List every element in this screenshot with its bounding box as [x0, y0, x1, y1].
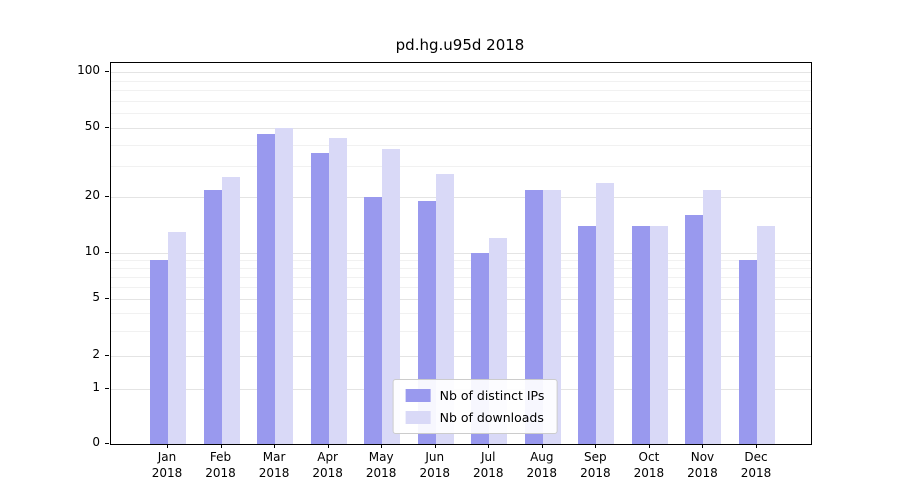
x-tick-label: Feb 2018 — [205, 450, 236, 480]
minor-gridline — [111, 100, 811, 102]
minor-gridline — [111, 80, 811, 82]
legend-swatch-downloads — [405, 411, 431, 424]
chart-title: pd.hg.u95d 2018 — [395, 36, 525, 54]
major-gridline — [111, 356, 811, 357]
y-tick-mark — [105, 127, 109, 128]
x-tick-mark — [327, 444, 329, 448]
x-tick-mark — [702, 444, 704, 448]
minor-gridline — [111, 166, 811, 168]
bar-downloads — [435, 174, 454, 444]
x-tick-label: May 2018 — [365, 450, 397, 480]
x-tick-mark — [541, 444, 543, 448]
y-tick-mark — [105, 196, 109, 197]
bar-distinct-ips — [150, 259, 168, 444]
bar-distinct-ips — [310, 152, 329, 444]
legend-item-distinct-ips: Nb of distinct IPs — [405, 388, 545, 403]
x-tick-label: Apr 2018 — [312, 450, 343, 480]
major-gridline — [111, 253, 811, 254]
minor-gridline — [111, 113, 811, 115]
x-tick-mark — [488, 444, 490, 448]
legend-swatch-distinct-ips — [405, 389, 431, 402]
x-tick-mark — [167, 444, 168, 448]
y-tick-mark — [105, 388, 109, 389]
minor-gridline — [111, 259, 811, 261]
legend: Nb of distinct IPs Nb of downloads — [392, 379, 558, 434]
bar-downloads — [596, 183, 615, 444]
x-tick-mark — [274, 444, 276, 448]
minor-gridline — [111, 286, 811, 288]
x-tick-mark — [220, 444, 222, 448]
y-tick-label: 50 — [84, 119, 100, 133]
x-tick-mark — [434, 444, 436, 448]
bar-distinct-ips — [364, 197, 383, 444]
y-tick-label: 1 — [92, 380, 100, 394]
legend-label-downloads: Nb of downloads — [439, 410, 544, 425]
y-tick-mark — [105, 298, 109, 299]
x-tick-mark — [595, 444, 597, 448]
major-gridline — [111, 72, 811, 73]
bar-distinct-ips — [631, 225, 650, 444]
bar-distinct-ips — [578, 225, 597, 444]
minor-gridline — [111, 90, 811, 92]
y-tick-label: 20 — [84, 188, 100, 202]
bar-downloads — [703, 189, 722, 444]
y-tick-label: 100 — [77, 63, 100, 77]
major-gridline — [111, 128, 811, 129]
minor-gridline — [111, 144, 811, 146]
x-tick-label: Oct 2018 — [633, 450, 665, 480]
y-tick-mark — [105, 252, 109, 253]
bar-distinct-ips — [739, 259, 757, 444]
x-tick-label: Mar 2018 — [258, 450, 290, 480]
x-tick-mark — [648, 444, 650, 448]
y-tick-mark — [105, 71, 109, 72]
bar-downloads — [275, 128, 294, 444]
bar-downloads — [168, 231, 186, 444]
minor-gridline — [111, 330, 811, 332]
bar-downloads — [649, 225, 668, 444]
x-tick-label: Jul 2018 — [472, 450, 504, 480]
bar-distinct-ips — [203, 189, 222, 444]
y-tick-label: 10 — [84, 244, 100, 258]
y-tick-label: 0 — [92, 435, 100, 449]
x-tick-label: Jan 2018 — [151, 450, 183, 480]
x-tick-label: Aug 2018 — [526, 450, 558, 480]
legend-label-distinct-ips: Nb of distinct IPs — [439, 388, 545, 403]
y-tick-label: 2 — [92, 347, 100, 361]
y-tick-mark — [105, 355, 109, 356]
bar-downloads — [382, 148, 401, 444]
bar-distinct-ips — [257, 134, 276, 444]
bar-downloads — [221, 177, 240, 444]
legend-item-downloads: Nb of downloads — [405, 410, 545, 425]
bar-distinct-ips — [685, 215, 704, 444]
x-tick-label: Nov 2018 — [687, 450, 718, 480]
major-gridline — [111, 299, 811, 300]
bar-downloads — [757, 225, 775, 444]
x-tick-mark — [381, 444, 383, 448]
major-gridline — [111, 197, 811, 198]
minor-gridline — [111, 276, 811, 278]
minor-gridline — [111, 267, 811, 269]
x-tick-mark — [756, 444, 757, 448]
bar-downloads — [328, 137, 347, 444]
y-tick-mark — [105, 443, 109, 444]
x-tick-label: Sep 2018 — [580, 450, 611, 480]
plot-area: Nb of distinct IPs Nb of downloads — [110, 62, 812, 445]
minor-gridline — [111, 312, 811, 314]
y-tick-label: 5 — [92, 290, 100, 304]
x-tick-label: Dec 2018 — [740, 450, 772, 480]
x-tick-label: Jun 2018 — [419, 450, 450, 480]
